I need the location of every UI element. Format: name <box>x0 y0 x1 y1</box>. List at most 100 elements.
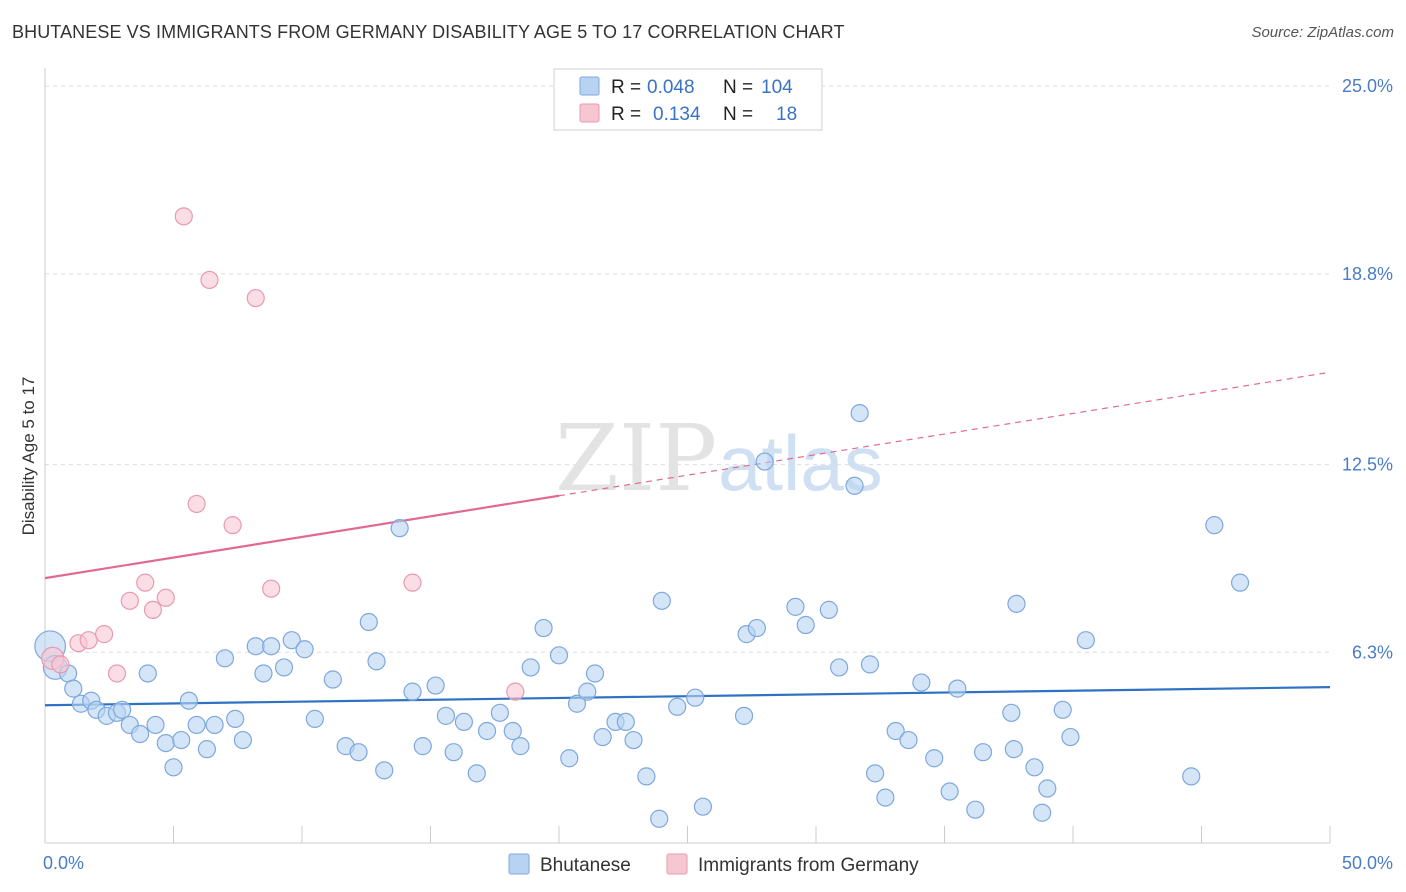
bhutanese-point-14 <box>156 733 175 753</box>
bhutanese-point-83 <box>940 782 959 801</box>
legend-r-label-pink: R = <box>611 104 641 125</box>
y-axis-label: Disability Age 5 to 17 <box>19 377 38 536</box>
germany-immigrant-points <box>41 207 525 701</box>
legend-swatch-blue <box>579 76 600 96</box>
bhutanese-point-69 <box>755 452 774 471</box>
bhutanese-point-35 <box>367 652 386 671</box>
chart-title: BHUTANESE VS IMMIGRANTS FROM GERMANY DIS… <box>12 22 845 42</box>
bottom-legend: Bhutanese Immigrants from Germany <box>508 853 919 876</box>
bhutanese-point-15 <box>164 758 183 777</box>
x-tick-label-0: 0.0% <box>43 853 84 873</box>
bhutanese-point-54 <box>578 682 597 701</box>
bhutanese-point-43 <box>454 712 474 732</box>
bhutanese-point-77 <box>866 764 885 783</box>
bhutanese-point-36 <box>375 761 394 780</box>
bottom-legend-swatch-blue <box>508 853 530 875</box>
bhutanese-points <box>34 404 1250 828</box>
germany-point-10 <box>174 207 193 226</box>
bhutanese-point-60 <box>637 767 656 786</box>
germany-point-1 <box>51 655 70 674</box>
legend-n-value-blue: 104 <box>761 77 793 98</box>
bhutanese-point-70 <box>786 597 805 616</box>
y-tick-label-1: 12.5% <box>1342 455 1393 475</box>
bhutanese-point-92 <box>1038 779 1057 798</box>
bhutanese-point-11 <box>130 724 150 744</box>
watermark: ZIP atlas <box>555 405 883 512</box>
y-axis-tick-labels: 6.3% 12.5% 18.8% 25.0% <box>1342 76 1393 662</box>
germany-point-9 <box>156 588 175 607</box>
bhutanese-point-34 <box>359 612 378 632</box>
germany-point-8 <box>143 600 163 619</box>
germany-point-11 <box>187 494 206 514</box>
bhutanese-point-24 <box>246 637 265 656</box>
bhutanese-point-96 <box>1182 767 1201 786</box>
bhutanese-point-30 <box>305 709 324 728</box>
x-axis-ticks <box>173 826 1331 843</box>
source-credit: Source: ZipAtlas.com <box>1251 24 1394 41</box>
germany-point-4 <box>95 625 114 644</box>
bhutanese-point-72 <box>819 600 838 619</box>
legend-r-value-pink: 0.134 <box>653 104 701 125</box>
bhutanese-point-31 <box>323 670 342 689</box>
bhutanese-point-64 <box>686 688 705 707</box>
germany-point-13 <box>223 516 242 535</box>
bhutanese-point-13 <box>146 715 165 735</box>
bhutanese-point-90 <box>1025 758 1044 777</box>
bhutanese-point-63 <box>668 697 687 716</box>
bhutanese-point-75 <box>850 404 869 423</box>
bhutanese-point-23 <box>233 730 252 750</box>
bhutanese-point-39 <box>413 737 432 756</box>
y-tick-label-3: 25.0% <box>1342 76 1393 96</box>
bhutanese-point-87 <box>1002 703 1021 722</box>
bhutanese-point-78 <box>876 788 895 807</box>
bhutanese-point-81 <box>912 673 931 692</box>
x-axis-tick-labels: 0.0% 50.0% <box>43 853 1393 873</box>
bhutanese-point-56 <box>593 727 612 747</box>
germany-point-14 <box>246 288 265 308</box>
legend-n-value-pink: 18 <box>776 104 797 125</box>
bhutanese-point-42 <box>444 743 463 762</box>
bhutanese-point-84 <box>948 679 967 698</box>
bhutanese-point-28 <box>282 631 301 650</box>
bhutanese-point-53 <box>567 694 587 713</box>
bhutanese-point-33 <box>349 743 368 762</box>
bhutanese-point-89 <box>1007 594 1026 613</box>
legend-r-value-blue: 0.048 <box>647 77 695 98</box>
legend-box: R = 0.048 N = 104 R = 0.134 N = 18 <box>553 68 823 131</box>
legend-r-label-blue: R = <box>611 77 641 98</box>
bhutanese-point-26 <box>262 637 281 656</box>
legend-n-label-blue: N = <box>723 77 753 98</box>
bottom-legend-label-blue: Bhutanese <box>540 855 631 876</box>
legend-swatch-pink <box>579 103 600 123</box>
bhutanese-point-27 <box>274 658 294 677</box>
bhutanese-point-71 <box>796 615 815 635</box>
bhutanese-point-47 <box>503 721 522 741</box>
bhutanese-point-80 <box>899 730 918 750</box>
bhutanese-point-22 <box>226 709 245 728</box>
bhutanese-point-29 <box>295 640 314 659</box>
bhutanese-point-65 <box>693 797 713 816</box>
germany-point-5 <box>107 664 127 683</box>
bhutanese-point-41 <box>436 706 456 725</box>
bhutanese-point-12 <box>138 664 157 683</box>
bhutanese-point-73 <box>830 658 849 677</box>
bhutanese-point-20 <box>205 715 224 735</box>
bhutanese-point-40 <box>426 676 445 695</box>
germany-trend-solid <box>44 494 560 580</box>
bhutanese-point-50 <box>534 618 553 638</box>
watermark-zip: ZIP <box>555 405 717 512</box>
bhutanese-point-98 <box>1230 573 1250 592</box>
bhutanese-point-55 <box>585 664 605 683</box>
bhutanese-point-66 <box>734 706 754 725</box>
bhutanese-point-97 <box>1205 516 1224 535</box>
bhutanese-point-46 <box>490 703 509 722</box>
bhutanese-point-95 <box>1076 631 1095 650</box>
y-tick-label-2: 18.8% <box>1342 264 1393 284</box>
bhutanese-point-19 <box>197 740 217 759</box>
legend-n-label-pink: N = <box>723 104 753 125</box>
bhutanese-point-51 <box>549 646 569 665</box>
bhutanese-point-16 <box>172 730 191 750</box>
bhutanese-point-85 <box>966 800 985 819</box>
bhutanese-point-62 <box>652 591 671 610</box>
germany-point-15 <box>262 579 281 598</box>
